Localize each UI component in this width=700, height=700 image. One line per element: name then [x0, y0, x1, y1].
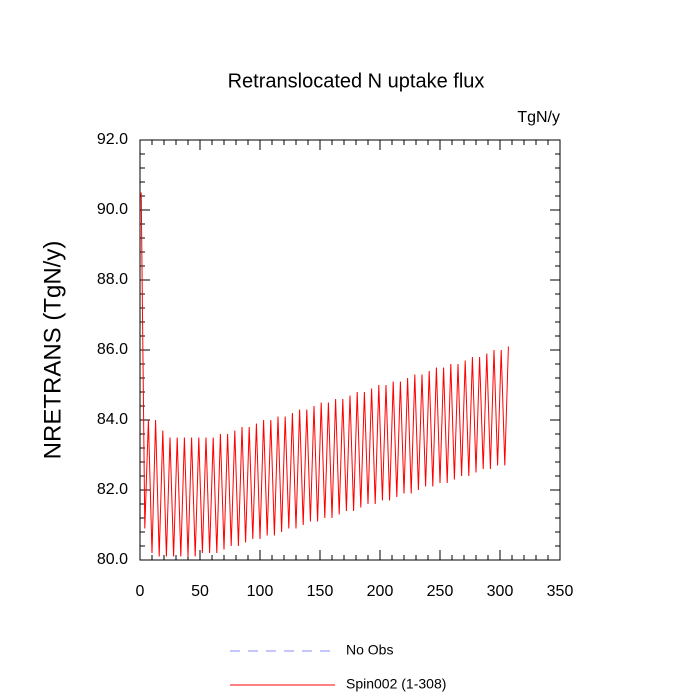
y-tick-label: 82.0 — [97, 481, 128, 498]
y-tick-label: 88.0 — [97, 271, 128, 288]
x-tick-label: 50 — [191, 583, 209, 600]
x-tick-label: 0 — [136, 583, 145, 600]
y-axis-label: NRETRANS (TgN/y) — [39, 241, 66, 460]
x-tick-label: 250 — [427, 583, 454, 600]
x-tick-label: 150 — [307, 583, 334, 600]
plot-frame — [139, 139, 561, 561]
y-tick-label: 84.0 — [97, 411, 128, 428]
x-tick-label: 200 — [367, 583, 394, 600]
units-label: TgN/y — [517, 109, 560, 126]
legend-label: Spin002 (1-308) — [346, 676, 446, 692]
y-tick-label: 92.0 — [97, 131, 128, 148]
chart-title: Retranslocated N uptake flux — [228, 70, 485, 92]
x-tick-label: 350 — [547, 583, 574, 600]
x-tick-label: 300 — [487, 583, 514, 600]
x-tick-label: 100 — [247, 583, 274, 600]
legend-label: No Obs — [346, 642, 393, 658]
y-tick-label: 80.0 — [97, 551, 128, 568]
y-tick-label: 86.0 — [97, 341, 128, 358]
data-line — [140, 192, 509, 557]
y-tick-label: 90.0 — [97, 201, 128, 218]
